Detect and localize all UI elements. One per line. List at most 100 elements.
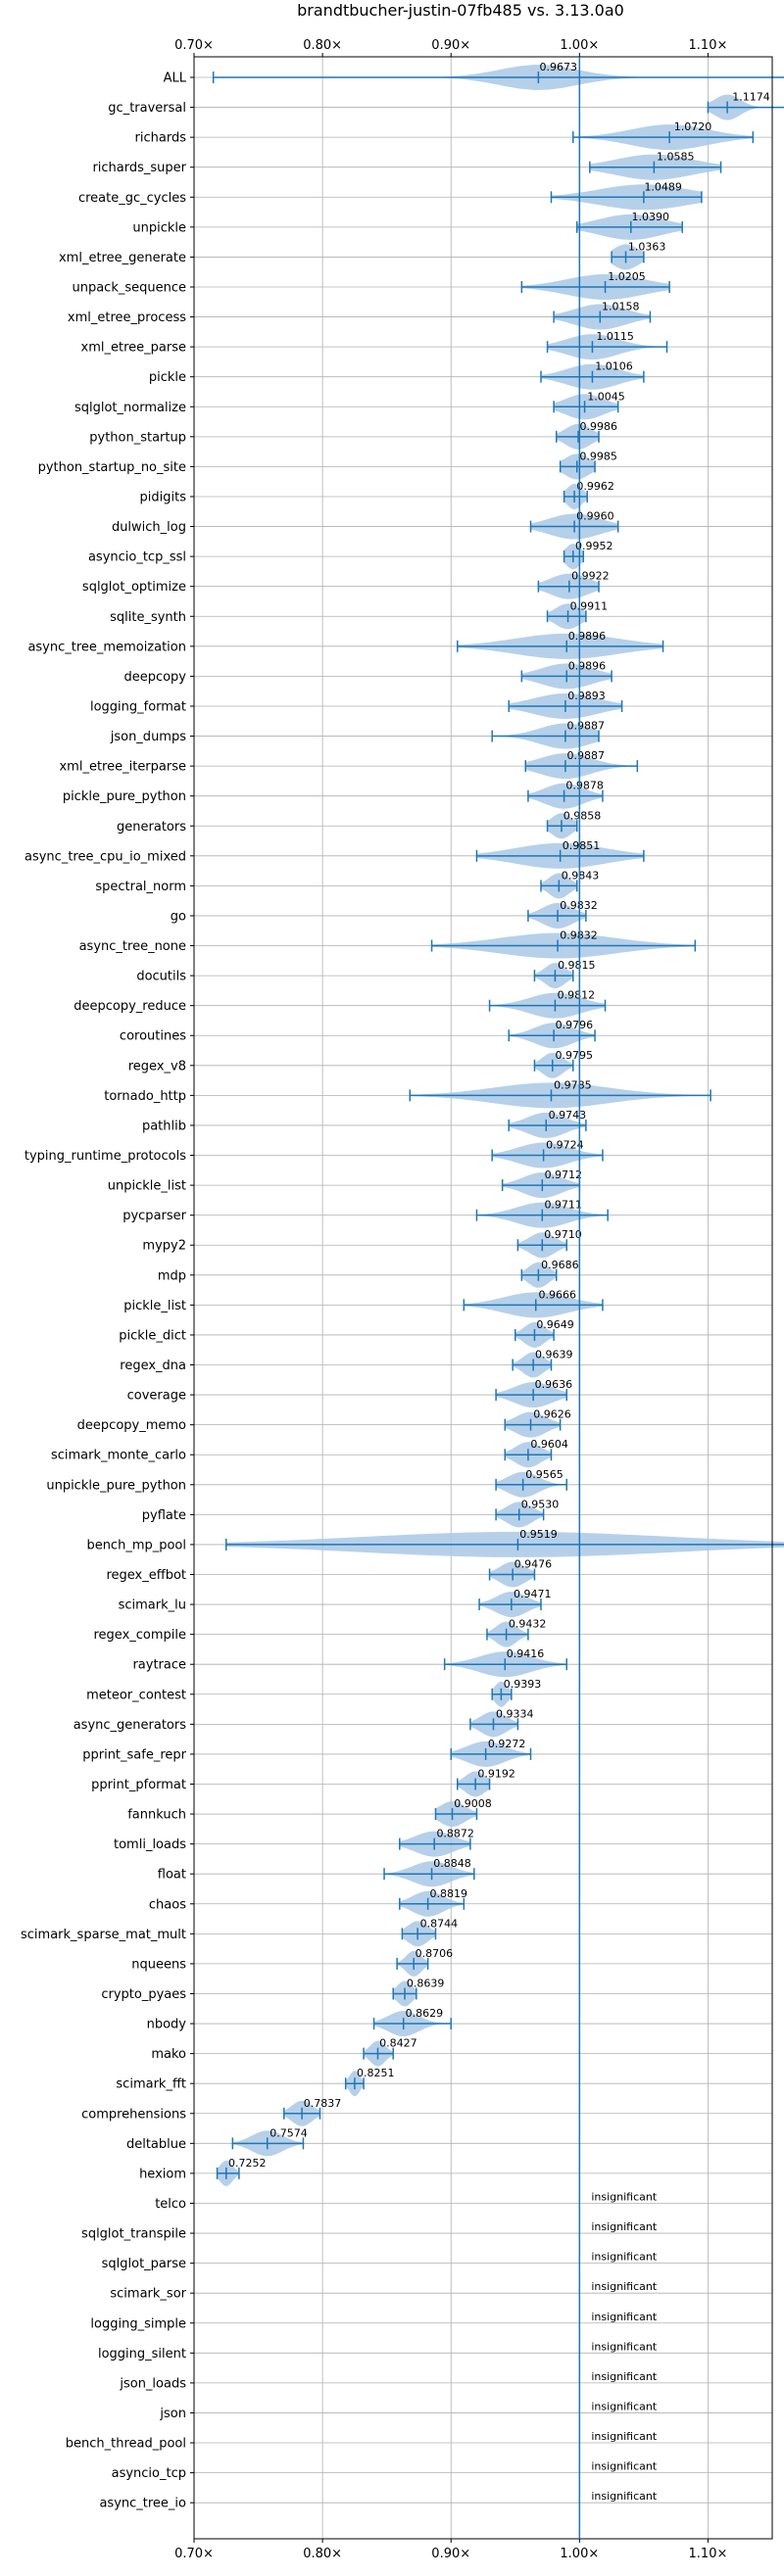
row-label: async_tree_memoization [27,640,186,654]
value-label: 1.0106 [595,360,633,373]
row-label: xml_etree_parse [81,341,186,356]
value-label: 0.9416 [507,1647,545,1660]
row-label: pickle_dict [119,1328,186,1343]
row-label: logging_silent [98,2347,186,2361]
row-label: deepcopy_memo [77,1418,186,1433]
row-label: deepcopy_reduce [74,999,186,1014]
row-label: scimark_lu [119,1598,186,1613]
row-label: pathlib [142,1119,186,1133]
value-label: 0.9471 [514,1588,552,1600]
value-label: 0.9008 [454,1797,492,1810]
value-label: 0.9985 [579,450,617,462]
row-label: sqlglot_optimize [82,580,186,595]
insignificant-label: insignificant [591,2430,658,2443]
x-tick-label-bottom: 0.90× [431,2547,470,2561]
row-label: pickle_pure_python [63,789,186,804]
value-label: 0.9519 [519,1528,558,1541]
row-label: dulwich_log [112,520,186,535]
row-label: raytrace [132,1658,186,1673]
grid-layer [193,57,772,2539]
insignificant-label: insignificant [591,2490,658,2503]
value-label: 0.9911 [570,599,609,612]
value-label: 0.9887 [567,720,606,733]
value-label: 0.9639 [535,1349,573,1361]
row-label: generators [117,820,186,835]
value-label: 1.0720 [674,120,712,133]
value-label: 0.9922 [571,570,610,583]
insignificant-label: insignificant [591,2280,658,2293]
row-label: scimark_fft [116,2077,186,2092]
row-label: pycparser [122,1209,186,1223]
row-label: sqlglot_transpile [81,2227,186,2242]
row-label: async_tree_io [99,2497,186,2511]
x-tick-label-top: 0.70× [174,38,214,53]
value-label: 0.9476 [514,1558,553,1571]
row-label: comprehensions [81,2107,186,2122]
value-label: 0.9960 [576,510,614,523]
row-label: asyncio_tcp_ssl [88,550,186,565]
row-label: python_startup [89,430,186,445]
row-label: chaos [149,1897,186,1912]
row-label: pprint_pformat [91,1778,186,1792]
row-label: unpickle [132,220,186,235]
row-label: tomli_loads [114,1837,186,1852]
value-label: 0.9565 [525,1468,564,1481]
axis-layer: 0.70× 0.70× 0.80× 0.80× 0.90× 0.90× 1.00× 1.00×… [174,38,773,2561]
value-label: 0.9666 [539,1288,577,1301]
value-label: 0.9832 [560,930,598,942]
value-label: 1.0585 [657,151,695,164]
x-tick-label-bottom: 0.80× [303,2547,342,2561]
value-label: 1.0115 [596,330,634,343]
value-label: 0.9649 [536,1318,574,1331]
row-label: coverage [127,1389,186,1404]
row-label: scimark_sparse_mat_mult [21,1928,186,1942]
row-label: mdp [158,1268,186,1283]
insignificant-label: insignificant [591,2340,658,2353]
value-label: 0.8706 [416,1947,454,1960]
value-label: 0.9952 [575,540,613,552]
row-label: json_dumps [110,730,186,744]
value-label: 0.9711 [544,1199,582,1212]
value-label: 0.8848 [433,1857,471,1870]
row-label: mako [151,2047,186,2062]
value-label: 0.9812 [558,989,596,1002]
row-label: xml_etree_iterparse [59,760,186,775]
x-tick-label-top: 0.90× [431,38,470,53]
row-label: richards [135,131,187,146]
value-label: 0.9896 [568,630,607,643]
insignificant-label: insignificant [591,2190,658,2203]
insignificant-label: insignificant [591,2370,658,2383]
value-label: 0.9192 [477,1767,515,1780]
row-label: async_generators [74,1718,187,1733]
value-label: 0.9858 [564,809,602,822]
value-label: 0.9636 [535,1378,573,1391]
insignificant-label: insignificant [591,2251,658,2264]
value-label: 0.9530 [521,1498,560,1510]
value-label: 0.9334 [496,1707,533,1720]
plot-frame [193,56,773,2540]
value-label: 1.0390 [631,211,669,223]
value-label: 0.8639 [407,1977,445,1989]
row-label: pickle [149,370,186,385]
insignificant-label: insignificant [591,2400,658,2412]
row-label: regex_v8 [128,1059,186,1073]
row-label: regex_dna [120,1359,186,1373]
row-label: json_loads [119,2376,186,2391]
row-label: scimark_sor [110,2287,186,2302]
value-label: 0.8251 [357,2067,395,2079]
row-label: json [159,2407,186,2421]
row-label: pyflate [142,1508,186,1523]
row-label: float [158,1868,186,1883]
value-label: 0.9710 [544,1228,582,1241]
value-label: 1.0363 [628,240,666,253]
row-label: logging_simple [90,2316,186,2331]
row-label: sqlite_synth [110,610,186,625]
value-label: 0.7574 [270,2126,308,2139]
row-label: nqueens [131,1957,186,1972]
row-label: bench_mp_pool [86,1538,186,1552]
value-label: 0.9712 [545,1169,583,1181]
value-label: 1.1174 [732,91,770,104]
value-label: 0.9878 [565,780,604,792]
value-label: 1.0205 [608,270,646,283]
